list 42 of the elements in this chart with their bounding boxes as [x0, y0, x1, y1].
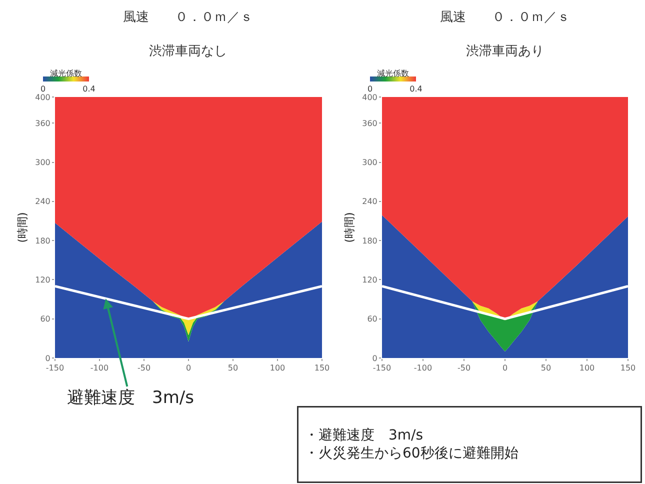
color-bar-label: 0.4 — [410, 84, 422, 94]
x-tick-label: 100 — [270, 364, 286, 373]
x-tick-label: 50 — [540, 364, 552, 373]
color-bar-title: 減光係数 — [50, 69, 82, 78]
y-tick-label: 120 — [362, 276, 378, 284]
x-tick-label: 50 — [228, 364, 238, 373]
color-bar-title: 減光係数 — [377, 69, 409, 78]
y-tick-label: 240 — [35, 197, 50, 206]
y-tick-label: 240 — [362, 197, 378, 206]
y-tick-label: 300 — [362, 158, 378, 168]
y-axis-title: (時間) — [342, 212, 356, 243]
color-bar-label: 0.4 — [82, 84, 96, 94]
y-tick-label: 300 — [35, 158, 50, 168]
x-tick-label: -100 — [90, 364, 109, 373]
y-tick-label: 400 — [35, 92, 50, 102]
y-tick-label: 60 — [40, 314, 50, 324]
x-tick-label: -100 — [414, 364, 432, 373]
y-tick-label: 400 — [362, 92, 378, 102]
x-tick-label: 0 — [186, 364, 192, 373]
annotation: 避難速度 3m/s — [67, 388, 194, 408]
x-tick-label: 100 — [579, 364, 595, 373]
x-tick-label: -150 — [372, 364, 392, 373]
chart-title: 風速 ０．０ｍ／ｓ — [440, 10, 570, 25]
x-tick-label: -150 — [46, 364, 64, 373]
y-tick-label: 360 — [362, 118, 378, 128]
x-tick-label: -50 — [137, 364, 151, 373]
y-tick-label: 120 — [35, 276, 50, 284]
y-tick-label: 180 — [35, 236, 50, 246]
chart-subtitle: 渋滞車両あり — [466, 44, 544, 59]
x-tick-label: 0 — [502, 364, 508, 373]
y-tick-label: 0 — [45, 354, 50, 363]
chart-title: 風速 ０．０ｍ／ｓ — [123, 10, 253, 25]
y-tick-label: 60 — [367, 314, 378, 324]
y-tick-label: 360 — [35, 118, 50, 128]
chart-subtitle: 渋滞車両なし — [149, 44, 227, 59]
y-tick-label: 180 — [362, 236, 378, 246]
y-tick-label: 0 — [372, 354, 378, 363]
text: ・避難速度 3m/s ・火災発生から60秒後に避難開始 — [304, 427, 518, 462]
x-tick-label: 150 — [620, 364, 636, 373]
x-tick-label: -50 — [457, 364, 471, 373]
x-tick-label: 150 — [314, 364, 330, 373]
y-axis-title: (時間) — [16, 212, 29, 243]
